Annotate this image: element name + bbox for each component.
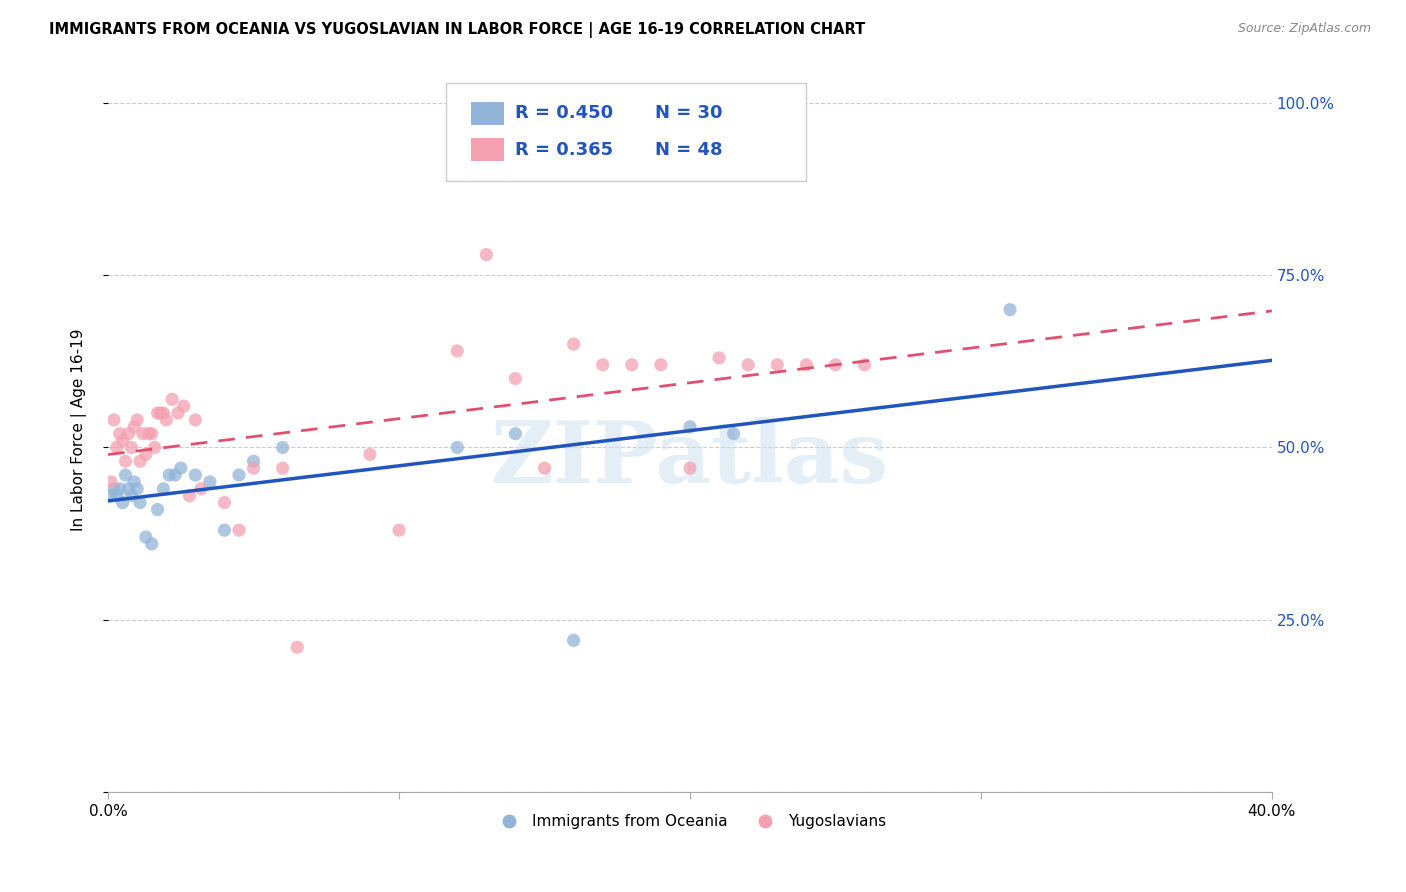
Text: N = 30: N = 30 (655, 104, 723, 122)
Point (100, 489, 122, 503)
Point (135, 530, 157, 544)
Point (592, 358, 614, 372)
Point (141, 537, 163, 551)
Point (562, 633, 585, 648)
Point (173, 399, 195, 413)
Point (105, 441, 128, 455)
Point (214, 523, 236, 537)
Point (146, 406, 169, 420)
Point (242, 461, 264, 475)
Point (723, 426, 745, 441)
Point (163, 468, 186, 483)
Point (167, 406, 190, 420)
Point (149, 406, 172, 420)
Point (122, 475, 145, 489)
Text: R = 0.365: R = 0.365 (516, 141, 613, 159)
Point (228, 523, 250, 537)
Text: IMMIGRANTS FROM OCEANIA VS YUGOSLAVIAN IN LABOR FORCE | AGE 16-19 CORRELATION CH: IMMIGRANTS FROM OCEANIA VS YUGOSLAVIAN I… (49, 22, 866, 38)
Point (562, 337, 585, 351)
Point (160, 392, 183, 407)
Point (679, 419, 702, 434)
Point (533, 461, 555, 475)
Point (271, 441, 294, 455)
Point (114, 454, 136, 468)
Text: ZIPatlas: ZIPatlas (491, 417, 889, 501)
Point (766, 358, 789, 372)
Point (505, 371, 527, 385)
FancyBboxPatch shape (446, 83, 807, 181)
Point (111, 495, 134, 509)
Point (146, 502, 169, 516)
Point (120, 489, 142, 503)
Point (117, 426, 139, 441)
Point (103, 482, 125, 496)
Point (108, 426, 131, 441)
Point (138, 426, 160, 441)
Point (198, 475, 221, 489)
Point (214, 495, 236, 509)
Point (129, 495, 152, 509)
Point (446, 441, 468, 455)
Point (285, 640, 308, 655)
Point (122, 419, 145, 434)
Point (228, 468, 250, 483)
Point (105, 489, 128, 503)
Point (111, 434, 134, 448)
Point (359, 447, 381, 461)
Point (242, 454, 264, 468)
Point (103, 413, 125, 427)
Point (152, 406, 174, 420)
Point (679, 461, 702, 475)
Point (152, 482, 174, 496)
Text: N = 48: N = 48 (655, 141, 723, 159)
Point (184, 468, 207, 483)
Legend: Immigrants from Oceania, Yugoslavians: Immigrants from Oceania, Yugoslavians (488, 808, 893, 835)
Point (120, 441, 142, 455)
Point (157, 468, 180, 483)
Point (108, 482, 131, 496)
Point (737, 358, 759, 372)
Point (141, 426, 163, 441)
Point (179, 489, 201, 503)
FancyBboxPatch shape (471, 102, 503, 125)
Point (505, 426, 527, 441)
Text: Source: ZipAtlas.com: Source: ZipAtlas.com (1237, 22, 1371, 36)
FancyBboxPatch shape (471, 138, 503, 161)
Point (853, 358, 876, 372)
Point (132, 426, 155, 441)
Point (446, 344, 468, 359)
Point (620, 358, 643, 372)
Point (184, 413, 207, 427)
Text: R = 0.450: R = 0.450 (516, 104, 613, 122)
Point (388, 523, 411, 537)
Point (796, 358, 818, 372)
Point (824, 358, 846, 372)
Point (707, 351, 730, 365)
Point (475, 247, 498, 261)
Point (117, 482, 139, 496)
Point (190, 482, 212, 496)
Point (127, 413, 149, 427)
Point (143, 441, 166, 455)
Point (170, 461, 193, 475)
Point (114, 468, 136, 483)
Y-axis label: In Labor Force | Age 16-19: In Labor Force | Age 16-19 (72, 329, 87, 532)
Point (650, 358, 672, 372)
Point (127, 482, 149, 496)
Point (271, 461, 294, 475)
Point (129, 454, 152, 468)
Point (135, 447, 157, 461)
Point (998, 302, 1021, 317)
Point (100, 475, 122, 489)
Point (155, 413, 177, 427)
